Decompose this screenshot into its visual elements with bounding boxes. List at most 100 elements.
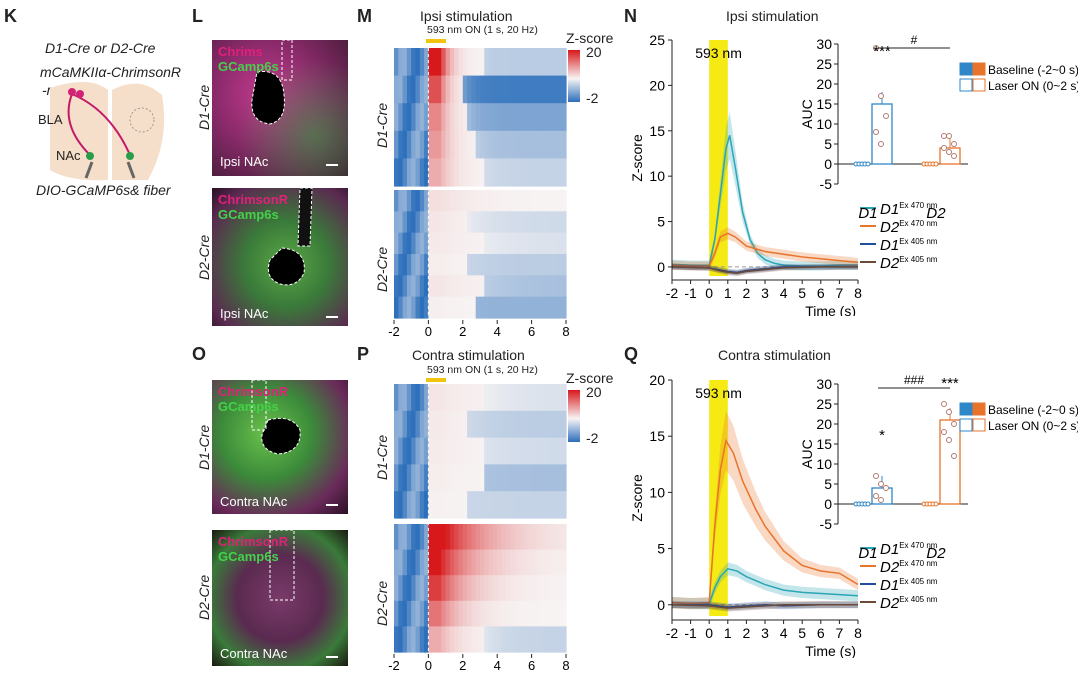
heatmap-cell (510, 75, 515, 104)
heatmap-cell (394, 158, 399, 187)
heatmap-cell (454, 491, 460, 519)
scale-bar (326, 504, 338, 506)
heatmap-cell (475, 254, 481, 276)
heatmap-cell (484, 190, 490, 212)
heatmap-cell (497, 190, 503, 212)
heatmap-cell (527, 190, 533, 212)
heatmap-cell (402, 275, 408, 298)
heatmap-cell (480, 254, 485, 276)
heatmap-cell (505, 48, 511, 77)
heatmap-cell (484, 491, 490, 519)
heatmap-cell (488, 575, 494, 602)
heatmap-cell (527, 103, 533, 132)
inset-category-label: D1 (858, 545, 877, 562)
inset-category-label: D2 (926, 545, 946, 562)
heatmap-cell (484, 600, 490, 627)
heatmap-cell (484, 103, 490, 132)
y-tick-label: 20 (649, 77, 665, 93)
heatmap-cell (445, 384, 451, 412)
series-line (671, 438, 859, 605)
heatmap-cell (501, 410, 507, 439)
data-point (951, 453, 957, 459)
heatmap-cell (484, 384, 490, 412)
legend-label: D2Ex 405 nm (880, 595, 938, 612)
heatmap-cell (535, 275, 541, 298)
heatmap-cell (514, 275, 520, 298)
heatmap-cell (449, 275, 455, 298)
heatmap-cell (432, 130, 438, 159)
heatmap-cell (428, 575, 434, 602)
significance-d1: * (879, 427, 885, 444)
heatmap-cell (557, 130, 563, 159)
heatmap-cell (553, 190, 558, 212)
heatmap-cell (505, 464, 511, 492)
heatmap-cell (557, 158, 563, 187)
heatmap-cell (492, 275, 498, 298)
heatmap-cell (437, 48, 442, 77)
heatmap-cell (432, 524, 438, 551)
heatmap-cell (492, 575, 498, 602)
heatmap-cell (492, 524, 498, 551)
heatmap-cell (454, 575, 460, 602)
heatmap-cell (497, 130, 503, 159)
heatmap-cell (531, 626, 537, 653)
heatmap-cell (492, 130, 498, 159)
heatmap-cell (458, 254, 464, 276)
heatmap-cell (501, 575, 507, 602)
heatmap-cell (544, 464, 550, 492)
heatmap-cell (449, 549, 455, 576)
heatmap-cell (535, 524, 541, 551)
heatmap-contra-laser-label: 593 nm ON (1 s, 20 Hz) (427, 364, 538, 376)
heatmap-cell (505, 130, 511, 159)
heatmap-cell (535, 211, 541, 234)
heatmap-cell (415, 437, 421, 465)
inset-y-tick-label: 30 (816, 36, 832, 52)
heatmap-cell (501, 491, 507, 519)
heatmap-cell (527, 48, 533, 77)
heatmap-cell (475, 575, 481, 602)
heatmap-cell (432, 254, 438, 276)
heatmap-cell (406, 575, 412, 602)
heatmap-cell (437, 384, 442, 412)
heatmap-cell (411, 103, 417, 132)
heatmap-cell (454, 437, 460, 465)
heatmap-cell (467, 103, 472, 132)
heatmap-cell (484, 575, 490, 602)
right-hemisphere (112, 83, 165, 180)
heatmap-cell (445, 232, 451, 255)
heatmap-cell (557, 48, 563, 77)
legend-label: Laser ON (0~2 s) (988, 79, 1078, 93)
heatmap-cell (488, 410, 494, 439)
heatmap-cell (441, 384, 447, 412)
heatmap-cell (518, 211, 524, 234)
heatmap-cell (557, 211, 563, 234)
heatmap-cell (561, 549, 567, 576)
heatmap-cell (454, 103, 460, 132)
heatmap-cell (471, 524, 477, 551)
heatmap-cell (458, 190, 464, 212)
heatmap-cell (505, 410, 511, 439)
x-tick-label: 2 (743, 625, 751, 641)
heatmap-cell (535, 158, 541, 187)
heatmap-cell (424, 549, 429, 576)
row-label-d2-cre-o: D2-Cre (196, 574, 212, 620)
heatmap-cell (523, 626, 528, 653)
heatmap-cell (467, 549, 472, 576)
heatmap-cell (462, 158, 468, 187)
heatmap-cell (505, 524, 511, 551)
heatmap-cell (467, 437, 472, 465)
heatmap-cell (458, 491, 464, 519)
heatmap-cell (471, 437, 477, 465)
heatmap-cell (480, 103, 485, 132)
heatmap-cell (510, 232, 515, 255)
heatmap-cell (467, 626, 472, 653)
heatmap-cell (394, 75, 399, 104)
heatmap-cell (449, 464, 455, 492)
x-tick-label: 5 (798, 285, 806, 301)
heatmap-cell (514, 626, 520, 653)
heatmap-cell (475, 190, 481, 212)
heatmap-cell (406, 211, 412, 234)
heatmap-cell (527, 575, 533, 602)
heatmap-cell (531, 75, 537, 104)
heatmap-cell (398, 600, 404, 627)
